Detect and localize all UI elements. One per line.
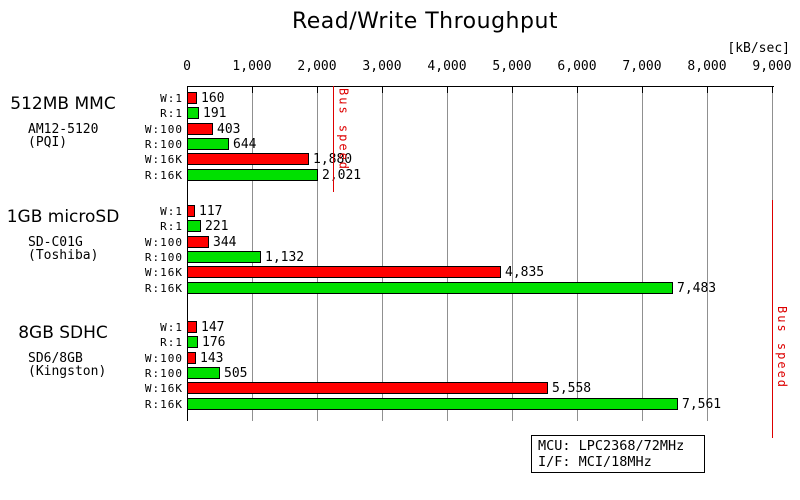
axis-tick <box>317 87 318 93</box>
group-model: SD6/8GB <box>28 351 83 366</box>
bar-row-label: R:16K <box>144 169 183 182</box>
group-vendor: (Kingston) <box>28 364 107 379</box>
bar-value-label: 5,558 <box>552 381 592 396</box>
read-bar <box>187 367 220 379</box>
axis-tick <box>512 87 513 93</box>
bar-value-label: 191 <box>203 106 227 121</box>
bar-row-label: R:16K <box>144 282 183 295</box>
bar-row-label: R:100 <box>144 367 183 380</box>
axis-tick <box>577 87 578 93</box>
axis-tick <box>707 87 708 93</box>
x-tick-label: 2,000 <box>297 59 337 74</box>
bar-value-label: 160 <box>201 91 225 106</box>
bar-value-label: 344 <box>213 235 237 250</box>
write-bar <box>187 153 309 165</box>
bar-value-label: 505 <box>224 366 248 381</box>
bar-row-label: W:16K <box>144 382 183 395</box>
bar-row-label: W:16K <box>144 153 183 166</box>
write-bar <box>187 236 209 248</box>
write-bar <box>187 123 213 135</box>
info-box-mcu-line: MCU: LPC2368/72MHz <box>538 438 685 454</box>
write-bar <box>187 92 197 104</box>
bar-row-label: W:1 <box>160 92 183 105</box>
bar-value-label: 7,483 <box>677 281 717 296</box>
bus-speed-line <box>333 86 335 192</box>
x-tick-label: 9,000 <box>752 59 792 74</box>
read-bar <box>187 251 261 263</box>
bar-value-label: 1,132 <box>265 250 305 265</box>
bar-value-label: 143 <box>200 351 224 366</box>
bar-row-label: R:100 <box>144 138 183 151</box>
bar-row-label: W:1 <box>160 321 183 334</box>
bar-value-label: 147 <box>201 320 225 335</box>
bar-row-label: R:1 <box>160 220 183 233</box>
info-box-if-line: I/F: MCI/18MHz <box>538 454 652 470</box>
group-name: 512MB MMC <box>10 94 116 114</box>
bar-value-label: 644 <box>233 137 257 152</box>
x-tick-label: 6,000 <box>557 59 597 74</box>
read-bar <box>187 336 198 348</box>
write-bar <box>187 352 196 364</box>
bar-value-label: 4,835 <box>505 265 545 280</box>
gridline <box>447 87 448 421</box>
bar-value-label: 117 <box>199 204 223 219</box>
x-tick-label: 8,000 <box>687 59 727 74</box>
bar-value-label: 2,021 <box>322 168 362 183</box>
axis-tick <box>382 87 383 93</box>
bar-row-label: R:16K <box>144 398 183 411</box>
info-box: MCU: LPC2368/72MHz I/F: MCI/18MHz <box>531 435 705 473</box>
bar-row-label: W:100 <box>144 236 183 249</box>
axis-tick <box>772 87 773 93</box>
group-name: 1GB microSD <box>6 207 120 227</box>
bar-row-label: W:100 <box>144 123 183 136</box>
axis-unit-label: [kB/sec] <box>727 41 790 56</box>
bar-value-label: 1,880 <box>313 153 352 166</box>
gridline <box>707 87 708 421</box>
group-vendor: (PQI) <box>28 135 68 150</box>
gridline <box>317 87 318 421</box>
x-tick-label: 7,000 <box>622 59 662 74</box>
gridline <box>577 87 578 421</box>
read-bar <box>187 107 199 119</box>
axis-tick <box>642 87 643 93</box>
bar-value-label: 176 <box>202 335 226 350</box>
bar-row-label: W:16K <box>144 266 183 279</box>
x-tick-label: 4,000 <box>427 59 467 74</box>
bar-row-label: R:1 <box>160 107 183 120</box>
read-bar <box>187 282 673 294</box>
group-model: AM12-5120 <box>28 122 99 137</box>
write-bar <box>187 266 501 278</box>
bus-speed-label: Bus speed <box>775 306 789 390</box>
write-bar <box>187 382 548 394</box>
bar-row-label: W:100 <box>144 352 183 365</box>
x-tick-label: 3,000 <box>362 59 402 74</box>
group-model: SD-C01G <box>28 235 83 250</box>
write-bar <box>187 321 197 333</box>
x-tick-label: 0 <box>183 59 191 74</box>
bar-value-label: 403 <box>217 122 241 137</box>
group-vendor: (Toshiba) <box>28 248 99 263</box>
axis-tick <box>252 87 253 93</box>
read-bar <box>187 169 318 181</box>
group-name: 8GB SDHC <box>18 323 108 343</box>
read-bar <box>187 220 201 232</box>
x-tick-label: 5,000 <box>492 59 532 74</box>
gridline <box>382 87 383 421</box>
bus-speed-label: Bus speed <box>336 88 351 172</box>
read-bar <box>187 138 229 150</box>
gridline <box>512 87 513 421</box>
gridline <box>642 87 643 421</box>
chart-title: Read/Write Throughput <box>291 9 559 34</box>
bus-speed-line <box>772 200 773 438</box>
bar-value-label: 221 <box>205 219 229 234</box>
bar-value-label: 7,561 <box>682 397 722 412</box>
bar-row-label: R:1 <box>160 336 183 349</box>
x-tick-label: 1,000 <box>232 59 272 74</box>
write-bar <box>187 205 195 217</box>
bar-row-label: R:100 <box>144 251 183 264</box>
read-bar <box>187 398 678 410</box>
axis-tick <box>447 87 448 93</box>
bar-row-label: W:1 <box>160 205 183 218</box>
